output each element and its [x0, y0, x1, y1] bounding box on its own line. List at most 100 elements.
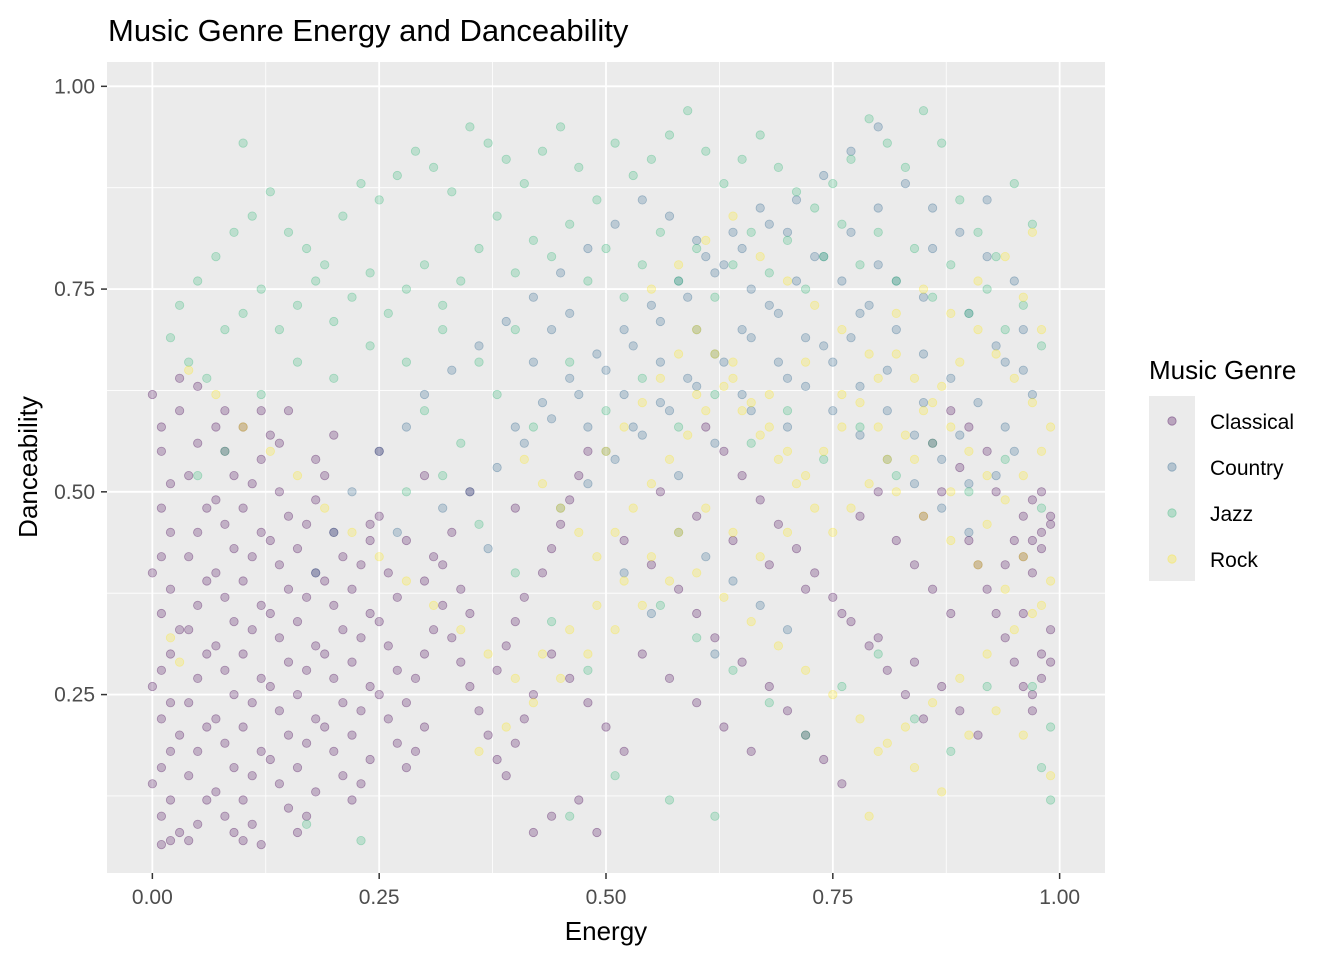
data-point	[646, 552, 657, 562]
data-point	[728, 527, 738, 538]
data-point	[918, 406, 929, 416]
data-point	[619, 422, 629, 432]
data-point	[510, 503, 520, 513]
data-point	[419, 649, 430, 659]
data-point	[655, 373, 666, 383]
data-point	[492, 754, 502, 765]
data-point	[229, 689, 239, 700]
data-point	[882, 665, 892, 675]
data-point	[1018, 292, 1028, 302]
data-point	[574, 527, 584, 538]
data-point	[955, 195, 965, 205]
legend-label: Rock	[1210, 549, 1258, 572]
data-point	[365, 268, 375, 278]
data-point	[918, 349, 929, 359]
data-point	[365, 519, 375, 529]
data-point	[156, 422, 166, 432]
data-point	[692, 243, 702, 254]
data-point	[428, 162, 439, 172]
data-point	[438, 470, 448, 481]
data-point	[746, 746, 756, 757]
data-point	[301, 665, 312, 675]
data-point	[764, 389, 774, 400]
data-point	[982, 284, 992, 294]
data-point	[737, 154, 747, 164]
data-point	[565, 357, 575, 367]
data-point	[873, 373, 883, 383]
data-point	[773, 162, 784, 172]
data-point	[819, 754, 829, 765]
data-point	[946, 308, 956, 318]
data-point	[737, 243, 747, 254]
data-point	[655, 227, 666, 237]
data-point	[1000, 422, 1010, 432]
data-point	[873, 487, 883, 497]
data-point	[764, 422, 774, 432]
data-point	[1027, 397, 1038, 408]
data-point	[846, 146, 856, 156]
data-point	[147, 389, 157, 400]
data-point	[1046, 519, 1056, 529]
data-point	[283, 657, 294, 667]
data-point	[619, 746, 629, 757]
series-classical	[147, 373, 1056, 850]
data-point	[855, 422, 865, 432]
data-point	[546, 649, 557, 659]
data-point	[991, 252, 1001, 262]
data-point	[610, 527, 620, 538]
data-point	[864, 811, 874, 821]
data-point	[256, 839, 266, 850]
data-point	[991, 608, 1001, 619]
data-point	[819, 341, 829, 351]
data-point	[256, 389, 266, 400]
data-point	[946, 608, 956, 619]
data-point	[347, 795, 357, 805]
data-point	[673, 260, 684, 270]
data-point	[764, 300, 774, 310]
data-point	[247, 698, 257, 708]
data-point	[347, 657, 357, 667]
data-point	[655, 487, 666, 497]
data-point	[927, 438, 938, 448]
data-point	[646, 284, 657, 294]
data-point	[274, 706, 284, 716]
data-point	[265, 754, 275, 765]
data-point	[510, 568, 520, 578]
data-point	[329, 600, 339, 611]
data-point	[737, 324, 747, 335]
data-point	[292, 543, 303, 554]
data-point	[692, 698, 702, 708]
data-point	[501, 771, 511, 781]
data-point	[555, 268, 566, 278]
data-point	[519, 179, 529, 189]
data-point	[837, 219, 847, 229]
data-point	[1036, 673, 1047, 684]
data-point	[1027, 568, 1038, 578]
x-axis-title: Energy	[565, 916, 647, 946]
data-point	[165, 698, 176, 708]
data-point	[483, 138, 493, 148]
data-point	[238, 503, 248, 513]
data-point	[673, 527, 684, 538]
data-point	[855, 260, 865, 270]
data-point	[819, 252, 829, 262]
data-point	[991, 470, 1001, 481]
data-point	[1000, 252, 1010, 262]
data-point	[846, 503, 856, 513]
data-point	[946, 487, 956, 497]
data-point	[927, 292, 938, 302]
data-point	[755, 600, 765, 611]
data-point	[946, 746, 956, 757]
data-point	[165, 649, 176, 659]
data-point	[782, 625, 793, 635]
data-point	[265, 608, 275, 619]
data-point	[728, 260, 738, 270]
data-point	[238, 308, 248, 318]
data-point	[692, 568, 702, 578]
data-point	[1036, 762, 1047, 773]
data-point	[964, 308, 974, 318]
data-point	[184, 771, 194, 781]
data-point	[719, 357, 729, 367]
data-point	[320, 503, 330, 513]
data-point	[782, 235, 793, 245]
